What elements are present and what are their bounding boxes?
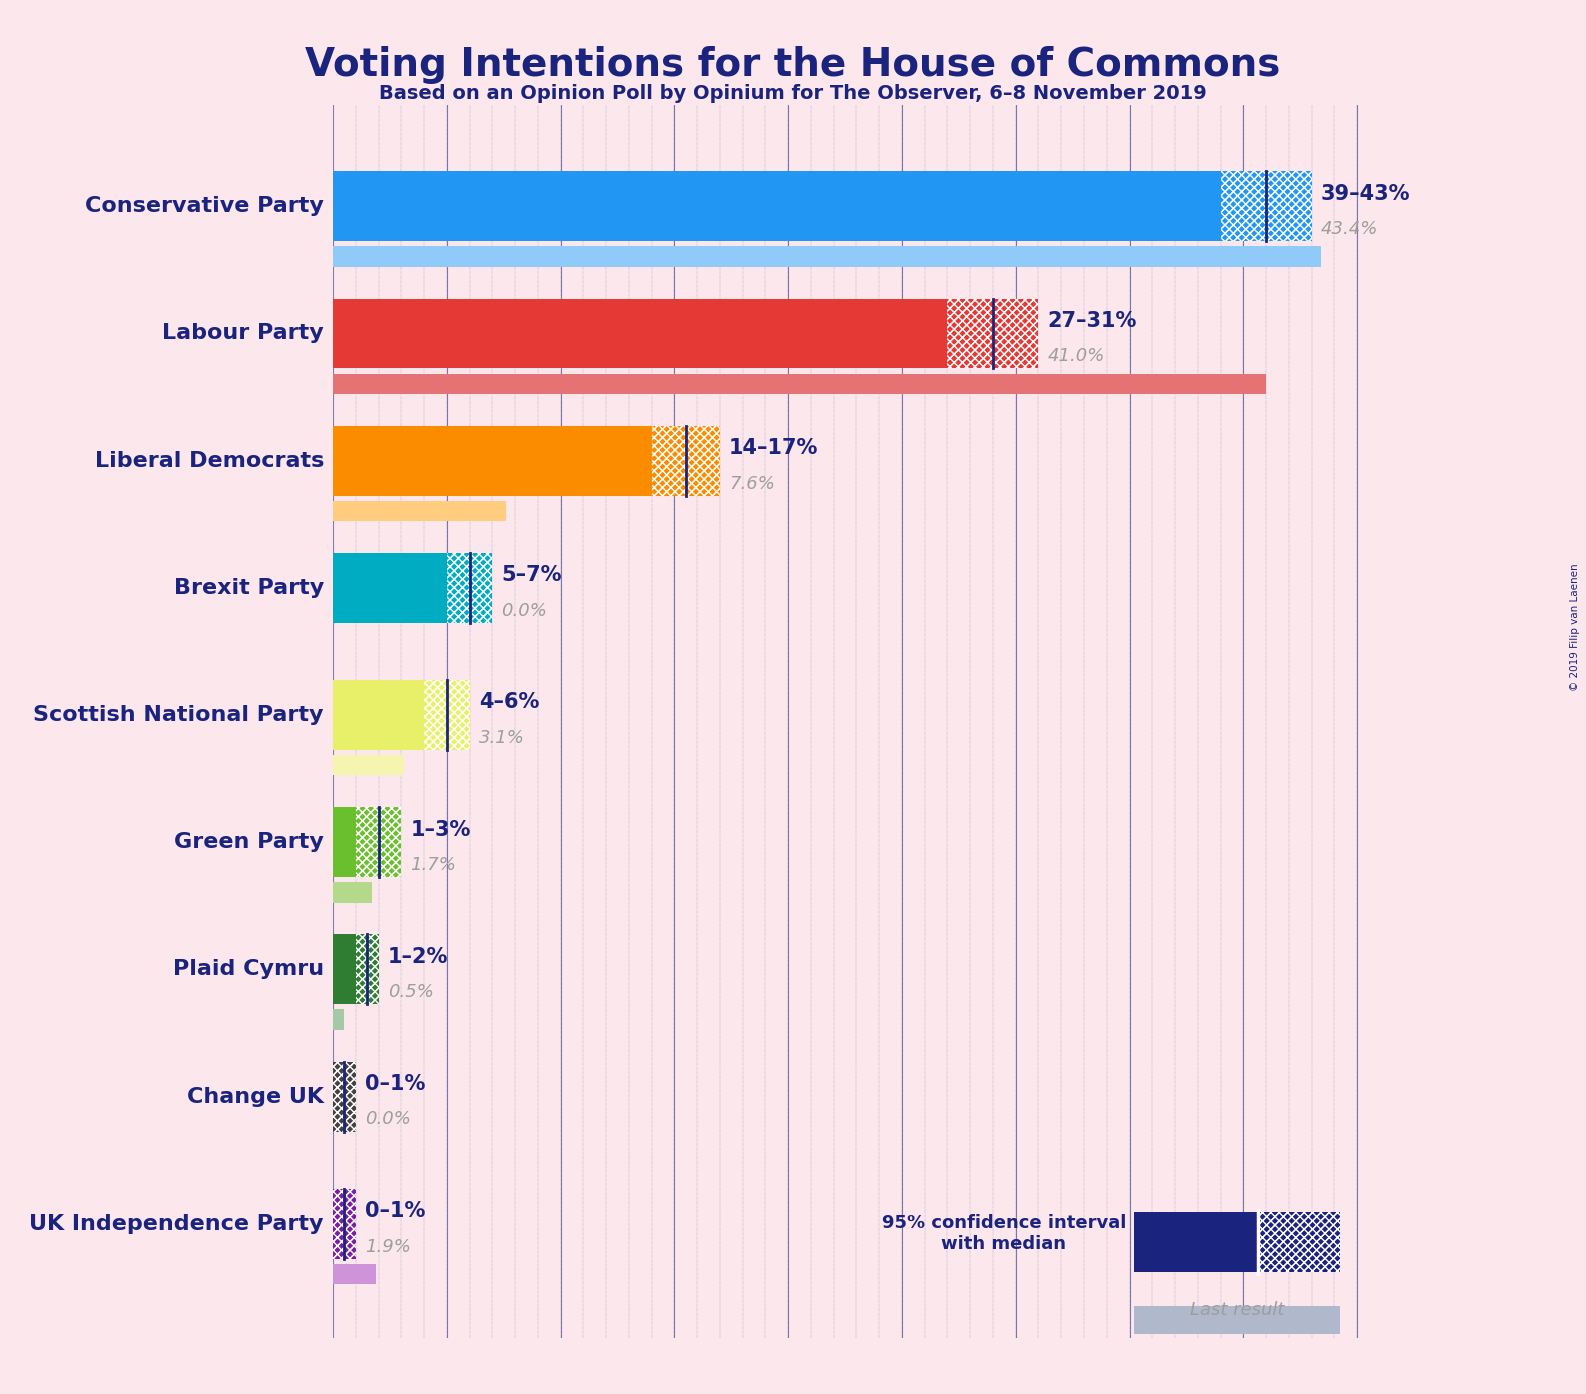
Bar xyxy=(1134,1211,1258,1273)
Bar xyxy=(333,500,506,521)
Text: 0.5%: 0.5% xyxy=(387,983,433,1001)
Text: 7.6%: 7.6% xyxy=(730,474,776,492)
Text: Plaid Cymru: Plaid Cymru xyxy=(173,959,324,980)
Text: 14–17%: 14–17% xyxy=(730,438,818,459)
Text: Voting Intentions for the House of Commons: Voting Intentions for the House of Commo… xyxy=(306,46,1280,84)
Text: 0.0%: 0.0% xyxy=(501,602,547,620)
Text: 43.4%: 43.4% xyxy=(1321,220,1378,238)
Text: 4–6%: 4–6% xyxy=(479,693,539,712)
Bar xyxy=(333,425,652,496)
Bar xyxy=(447,553,492,623)
Bar xyxy=(355,807,401,877)
Text: 1–2%: 1–2% xyxy=(387,947,449,966)
Bar xyxy=(355,934,379,1005)
Text: 95% confidence interval
with median: 95% confidence interval with median xyxy=(882,1214,1126,1253)
Text: UK Independence Party: UK Independence Party xyxy=(30,1214,324,1234)
Bar xyxy=(652,425,720,496)
Bar xyxy=(1221,171,1312,241)
Bar xyxy=(947,298,1039,368)
Bar xyxy=(333,1062,355,1132)
Text: 5–7%: 5–7% xyxy=(501,565,561,585)
Bar xyxy=(333,1062,355,1132)
Text: 3.1%: 3.1% xyxy=(479,729,525,747)
Bar xyxy=(333,680,423,750)
Bar xyxy=(423,680,469,750)
Bar xyxy=(333,1189,355,1259)
Bar xyxy=(1258,1211,1340,1273)
Bar xyxy=(333,934,355,1005)
Bar xyxy=(333,1062,355,1132)
Bar xyxy=(333,247,1321,266)
Text: © 2019 Filip van Laenen: © 2019 Filip van Laenen xyxy=(1570,563,1580,691)
Bar xyxy=(333,374,1266,395)
Bar xyxy=(333,1009,344,1030)
Bar xyxy=(947,298,1039,368)
Bar xyxy=(333,807,355,877)
Bar xyxy=(333,1264,376,1284)
Text: Change UK: Change UK xyxy=(187,1086,324,1107)
Bar xyxy=(1134,1306,1340,1334)
Bar xyxy=(652,425,720,496)
Text: Green Party: Green Party xyxy=(174,832,324,852)
Text: 27–31%: 27–31% xyxy=(1048,311,1137,330)
Bar xyxy=(652,425,720,496)
Text: Scottish National Party: Scottish National Party xyxy=(33,705,324,725)
Bar xyxy=(947,298,1039,368)
Bar xyxy=(1221,171,1312,241)
Text: 0–1%: 0–1% xyxy=(365,1202,425,1221)
Bar xyxy=(423,680,469,750)
Bar xyxy=(333,298,947,368)
Text: Conservative Party: Conservative Party xyxy=(86,197,324,216)
Text: Liberal Democrats: Liberal Democrats xyxy=(95,450,324,471)
Bar xyxy=(355,934,379,1005)
Bar xyxy=(333,553,447,623)
Text: Labour Party: Labour Party xyxy=(162,323,324,343)
Bar xyxy=(333,1189,355,1259)
Bar xyxy=(1258,1211,1340,1273)
Bar xyxy=(355,807,401,877)
Text: 1–3%: 1–3% xyxy=(411,820,471,839)
Text: 1.9%: 1.9% xyxy=(365,1238,411,1256)
Text: 39–43%: 39–43% xyxy=(1321,184,1410,204)
Bar xyxy=(447,553,492,623)
Bar xyxy=(355,807,401,877)
Text: Based on an Opinion Poll by Opinium for The Observer, 6–8 November 2019: Based on an Opinion Poll by Opinium for … xyxy=(379,84,1207,103)
Bar xyxy=(333,1189,355,1259)
Bar xyxy=(1221,171,1312,241)
Bar xyxy=(355,934,379,1005)
Bar xyxy=(447,553,492,623)
Text: Last result: Last result xyxy=(1190,1302,1285,1319)
Text: 1.7%: 1.7% xyxy=(411,856,457,874)
Bar xyxy=(333,756,403,775)
Bar xyxy=(423,680,469,750)
Text: 0–1%: 0–1% xyxy=(365,1073,425,1094)
Text: 41.0%: 41.0% xyxy=(1048,347,1105,365)
Text: 0.0%: 0.0% xyxy=(365,1111,411,1129)
Bar xyxy=(333,882,371,903)
Bar xyxy=(333,171,1221,241)
Text: Brexit Party: Brexit Party xyxy=(174,579,324,598)
